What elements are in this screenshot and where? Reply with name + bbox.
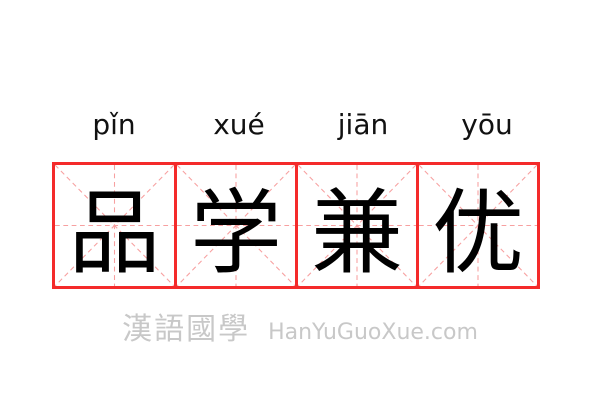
pinyin-3: jiān: [337, 108, 389, 141]
character: 学: [189, 180, 282, 287]
character-cell: 品: [52, 162, 177, 289]
pinyin-2: xué: [213, 108, 265, 141]
character-cell: 学: [174, 162, 298, 289]
watermark-logo: 漢語國學: [122, 312, 251, 347]
character-grid: 品 学 兼 优: [52, 162, 549, 289]
watermark: 漢語國學 HanYuGuoXue.com: [0, 304, 600, 348]
character-cell: 兼: [295, 162, 419, 289]
guide-lines: [298, 165, 416, 286]
watermark-url: HanYuGuoXue.com: [268, 320, 478, 345]
guide-lines: [419, 165, 537, 286]
pinyin-4: yōu: [461, 108, 513, 141]
character-cell: 优: [416, 162, 540, 289]
guide-lines: [177, 165, 295, 286]
pinyin-1: pǐn: [92, 108, 136, 141]
character: 兼: [310, 180, 403, 287]
character: 优: [431, 180, 524, 287]
character: 品: [68, 180, 161, 287]
guide-lines: [55, 165, 174, 286]
